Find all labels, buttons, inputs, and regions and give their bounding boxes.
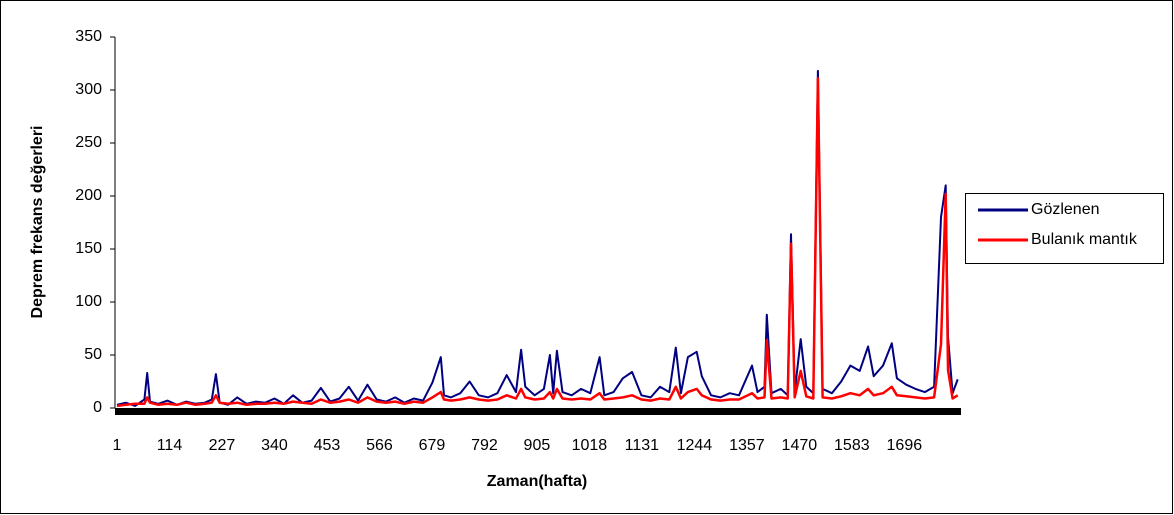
x-tick-label: 1583 (834, 437, 870, 454)
x-tick-label: 679 (419, 437, 446, 454)
x-tick-label: 1131 (625, 437, 660, 454)
y-axis-title: Deprem frekans değerleri (29, 126, 46, 319)
y-tick-label: 150 (75, 240, 102, 257)
x-axis-tick-band (115, 408, 961, 415)
x-tick-label: 1357 (729, 437, 765, 454)
x-tick-label: 1244 (677, 437, 713, 454)
x-tick-label: 905 (524, 437, 551, 454)
x-axis-title: Zaman(hafta) (487, 473, 587, 490)
y-tick-label: 350 (75, 28, 102, 45)
y-tick-label: 300 (75, 81, 102, 98)
series-line (116, 77, 959, 408)
x-tick-label: 227 (209, 437, 236, 454)
y-tick-label: 200 (75, 187, 102, 204)
x-tick-label: 1 (113, 437, 122, 454)
x-tick-label: 114 (157, 437, 183, 454)
x-tick-label: 792 (471, 437, 498, 454)
x-tick-label: 1696 (887, 437, 923, 454)
y-tick-label: 100 (75, 293, 102, 310)
x-tick-label: 566 (366, 437, 393, 454)
x-tick-label: 453 (314, 437, 341, 454)
x-tick-label: 1470 (782, 437, 818, 454)
legend-label: Bulanık mantık (1031, 231, 1138, 248)
y-tick-label: 0 (93, 399, 102, 416)
y-tick-label: 50 (84, 346, 102, 363)
legend-box (965, 193, 1164, 264)
x-tick-label: 1018 (572, 437, 608, 454)
y-tick-label: 250 (75, 134, 102, 151)
x-tick-label: 340 (261, 437, 288, 454)
legend-label: Gözlenen (1031, 201, 1100, 218)
